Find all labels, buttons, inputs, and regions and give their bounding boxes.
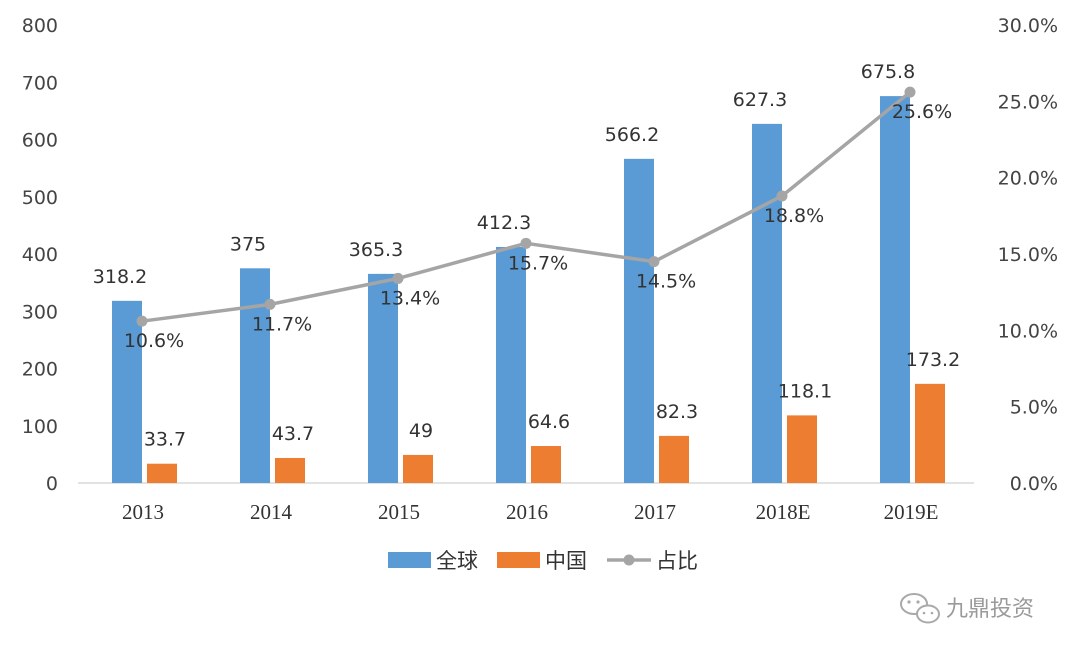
global-bar — [368, 273, 398, 483]
china-value-label: 43.7 — [272, 423, 314, 445]
china-value-label: 64.6 — [528, 411, 570, 433]
share-line — [136, 86, 916, 327]
china-value-label: 173.2 — [906, 349, 960, 371]
global-bar — [752, 123, 782, 483]
china-bar — [915, 383, 945, 483]
x-tick-label: 2019E — [884, 500, 939, 524]
global-value-label: 375 — [230, 233, 266, 255]
china-bar — [659, 435, 689, 483]
x-tick-label: 2017 — [634, 500, 676, 524]
global-value-label: 675.8 — [861, 61, 915, 83]
share-point — [904, 86, 916, 98]
share-value-label: 13.4% — [380, 287, 440, 309]
y-right-tick-label: 0.0% — [1010, 473, 1058, 495]
legend-label: 中国 — [545, 549, 587, 573]
wechat-icon — [900, 593, 940, 624]
y-right-tick-label: 20.0% — [998, 168, 1058, 190]
china-value-label: 118.1 — [778, 380, 832, 402]
share-point — [520, 237, 532, 249]
y-left-tick-label: 800 — [22, 15, 58, 37]
share-point — [136, 315, 148, 327]
y-left-tick-label: 700 — [22, 72, 58, 94]
y-left-tick-label: 0 — [46, 473, 58, 495]
share-point — [776, 190, 788, 202]
y-right-tick-label: 15.0% — [998, 244, 1058, 266]
global-bar — [624, 158, 654, 483]
global-value-label: 318.2 — [93, 266, 147, 288]
legend-swatch-marker — [623, 554, 635, 566]
y-left-tick-label: 600 — [22, 130, 58, 152]
share-value-label: 15.7% — [508, 252, 568, 274]
y-left-tick-label: 300 — [22, 301, 58, 323]
global-value-label: 627.3 — [733, 89, 787, 111]
share-point — [392, 272, 404, 284]
china-value-label: 82.3 — [656, 401, 698, 423]
global-bar — [240, 268, 270, 483]
share-value-label: 10.6% — [124, 330, 184, 352]
legend-swatch — [388, 552, 431, 568]
x-tick-label: 2014 — [250, 500, 293, 524]
legend-label: 占比 — [656, 549, 698, 573]
x-tick-label: 2016 — [506, 500, 548, 524]
china-value-label: 49 — [409, 420, 433, 442]
legend-item: 占比 — [607, 549, 698, 573]
y-left-tick-label: 500 — [22, 187, 58, 209]
legend-label: 全球 — [436, 549, 478, 573]
global-bar — [496, 246, 526, 483]
global-value-label: 365.3 — [349, 239, 403, 261]
watermark-text: 九鼎投资 — [946, 597, 1034, 622]
y-left-tick-label: 100 — [22, 416, 58, 438]
share-value-label: 18.8% — [764, 205, 824, 227]
legend-swatch — [497, 552, 540, 568]
y-right-tick-label: 25.0% — [998, 91, 1058, 113]
share-point — [648, 256, 660, 268]
y-right-tick-label: 30.0% — [998, 15, 1058, 37]
global-value-label: 566.2 — [605, 124, 659, 146]
global-value-label: 412.3 — [477, 212, 531, 234]
bars — [112, 96, 945, 484]
share-point — [264, 298, 276, 310]
y-right-tick-label: 10.0% — [998, 320, 1058, 342]
y-left-tick-label: 400 — [22, 244, 58, 266]
global-bar — [112, 300, 142, 483]
china-bar — [403, 454, 433, 483]
share-value-label: 25.6% — [892, 101, 952, 123]
china-value-label: 33.7 — [144, 429, 186, 451]
x-tick-label: 2015 — [378, 500, 420, 524]
legend-item: 全球 — [388, 549, 478, 573]
watermark: 九鼎投资 — [900, 593, 1034, 624]
global-bar — [880, 96, 910, 484]
china-bar — [787, 415, 817, 483]
data-labels: 318.2 375 365.3 412.3 566.2 627.3 675.8 33.7 43.… — [93, 61, 960, 451]
x-tick-label: 2018E — [756, 500, 811, 524]
y-left-tick-label: 200 — [22, 359, 58, 381]
legend-item: 中国 — [497, 549, 587, 573]
legend: 全球 中国 占比 — [388, 549, 698, 573]
china-bar — [147, 463, 177, 483]
china-bar — [531, 446, 561, 483]
x-tick-label: 2013 — [122, 500, 164, 524]
share-value-label: 14.5% — [636, 271, 696, 293]
axes: 0 100 200 300 400 500 600 700 800 0.0% 5.0% 10.0% 15… — [22, 15, 1058, 524]
y-right-tick-label: 5.0% — [1010, 397, 1058, 419]
share-value-label: 11.7% — [252, 313, 312, 335]
china-bar — [275, 457, 305, 483]
